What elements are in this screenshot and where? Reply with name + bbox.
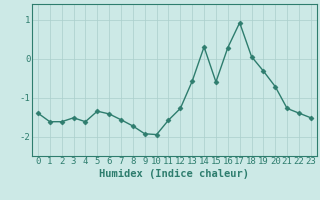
X-axis label: Humidex (Indice chaleur): Humidex (Indice chaleur) [100,169,249,179]
